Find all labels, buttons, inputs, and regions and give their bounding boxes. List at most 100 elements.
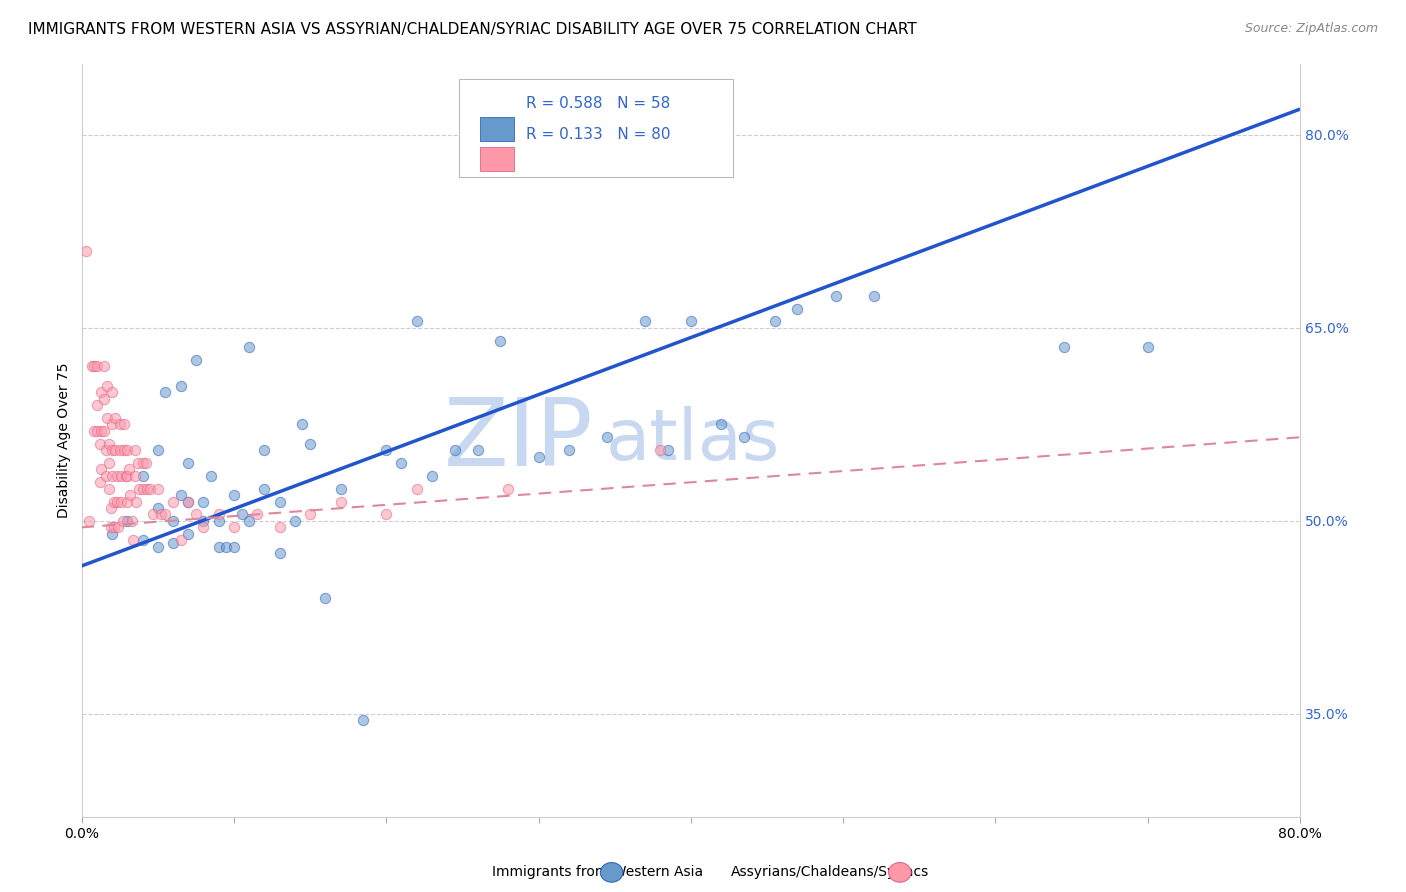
Point bbox=[596, 430, 619, 444]
Point bbox=[177, 494, 200, 508]
Point bbox=[128, 482, 150, 496]
Point bbox=[93, 359, 115, 374]
Point bbox=[131, 482, 153, 496]
Text: R = 0.588   N = 58: R = 0.588 N = 58 bbox=[526, 96, 671, 112]
Point bbox=[146, 540, 169, 554]
Point bbox=[657, 443, 679, 458]
Point bbox=[193, 494, 215, 508]
Point bbox=[733, 430, 755, 444]
Point bbox=[108, 443, 131, 458]
Point bbox=[169, 488, 191, 502]
Point bbox=[96, 378, 118, 392]
Point bbox=[104, 443, 127, 458]
Point bbox=[117, 494, 139, 508]
Point bbox=[634, 314, 657, 328]
Point bbox=[82, 359, 104, 374]
Point bbox=[127, 456, 149, 470]
Point bbox=[558, 443, 581, 458]
Point bbox=[443, 443, 465, 458]
Text: Assyrians/Chaldeans/Syriacs: Assyrians/Chaldeans/Syriacs bbox=[731, 864, 929, 879]
Point bbox=[112, 443, 135, 458]
Point bbox=[496, 482, 519, 496]
Point bbox=[124, 468, 146, 483]
FancyBboxPatch shape bbox=[460, 79, 734, 177]
Point bbox=[269, 546, 291, 560]
Point bbox=[786, 301, 808, 316]
Point bbox=[238, 514, 260, 528]
Point bbox=[329, 482, 352, 496]
Point bbox=[222, 540, 245, 554]
Point bbox=[101, 468, 124, 483]
Point bbox=[94, 468, 117, 483]
Point bbox=[208, 508, 231, 522]
Point bbox=[184, 353, 207, 368]
Point bbox=[131, 533, 153, 548]
Point bbox=[121, 514, 143, 528]
Point bbox=[284, 514, 307, 528]
Point bbox=[253, 443, 276, 458]
Text: Immigrants from Western Asia: Immigrants from Western Asia bbox=[492, 864, 703, 879]
Point bbox=[86, 359, 108, 374]
Point bbox=[101, 526, 124, 541]
Point bbox=[146, 443, 169, 458]
Point bbox=[90, 462, 112, 476]
Point bbox=[391, 456, 413, 470]
Text: R = 0.133   N = 80: R = 0.133 N = 80 bbox=[526, 127, 671, 142]
Point bbox=[710, 417, 733, 432]
Point bbox=[862, 289, 884, 303]
Point bbox=[90, 385, 112, 400]
Point bbox=[238, 340, 260, 354]
Text: ZIP: ZIP bbox=[444, 394, 593, 486]
Point bbox=[142, 508, 165, 522]
Point bbox=[105, 468, 128, 483]
Point bbox=[103, 494, 125, 508]
Point bbox=[824, 289, 846, 303]
Y-axis label: Disability Age Over 75: Disability Age Over 75 bbox=[58, 363, 72, 518]
Point bbox=[93, 424, 115, 438]
Point bbox=[77, 514, 100, 528]
Point bbox=[125, 494, 148, 508]
Point bbox=[650, 443, 672, 458]
Point bbox=[100, 501, 122, 516]
Point bbox=[231, 508, 253, 522]
Point bbox=[96, 411, 118, 425]
Point bbox=[83, 424, 105, 438]
Point bbox=[208, 514, 231, 528]
FancyBboxPatch shape bbox=[479, 147, 515, 171]
Point bbox=[155, 385, 177, 400]
Point bbox=[679, 314, 702, 328]
Point bbox=[375, 443, 398, 458]
Point bbox=[222, 520, 245, 534]
Point bbox=[100, 520, 122, 534]
Point bbox=[139, 482, 162, 496]
Point bbox=[131, 468, 153, 483]
Point bbox=[105, 494, 128, 508]
Point bbox=[222, 488, 245, 502]
Point bbox=[110, 494, 132, 508]
Point bbox=[124, 443, 146, 458]
Point bbox=[208, 540, 231, 554]
Point bbox=[299, 436, 322, 450]
Point bbox=[149, 508, 172, 522]
Point bbox=[193, 514, 215, 528]
Point bbox=[184, 508, 207, 522]
Point bbox=[122, 533, 145, 548]
Point bbox=[89, 475, 111, 490]
Point bbox=[200, 468, 222, 483]
Point bbox=[108, 417, 131, 432]
Point bbox=[162, 536, 184, 550]
Point bbox=[103, 520, 125, 534]
Point bbox=[93, 392, 115, 406]
Point bbox=[131, 456, 153, 470]
Point bbox=[98, 456, 121, 470]
Point bbox=[1053, 340, 1076, 354]
Point bbox=[110, 468, 132, 483]
Point bbox=[177, 456, 200, 470]
Point bbox=[117, 468, 139, 483]
Point bbox=[120, 488, 142, 502]
Text: IMMIGRANTS FROM WESTERN ASIA VS ASSYRIAN/CHALDEAN/SYRIAC DISABILITY AGE OVER 75 : IMMIGRANTS FROM WESTERN ASIA VS ASSYRIAN… bbox=[28, 22, 917, 37]
Point bbox=[162, 514, 184, 528]
Point bbox=[107, 520, 129, 534]
Point bbox=[489, 334, 512, 348]
Point bbox=[253, 482, 276, 496]
